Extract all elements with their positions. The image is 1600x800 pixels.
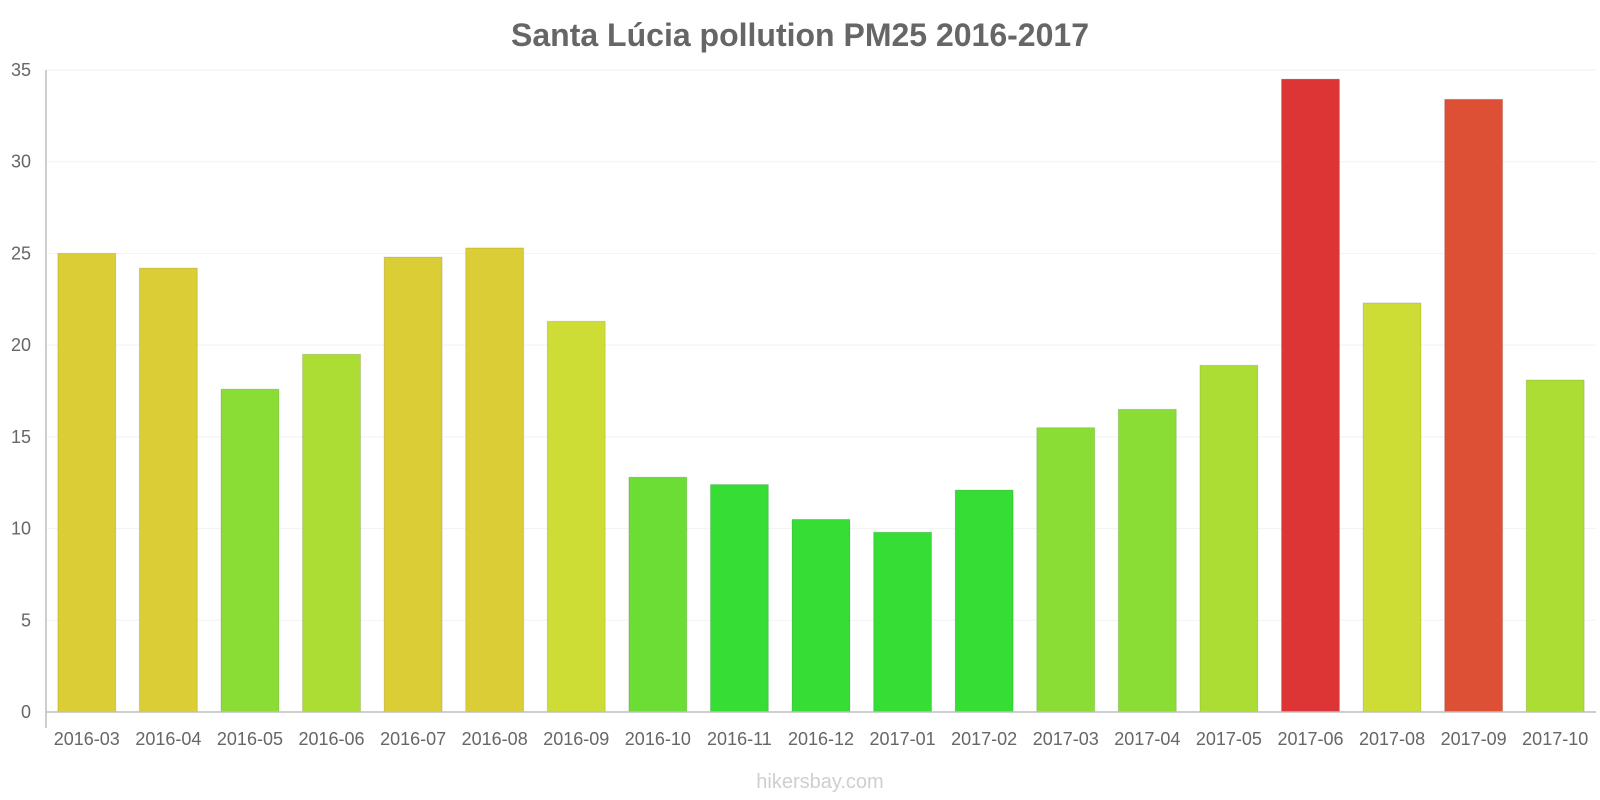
- x-tick-label: 2017-06: [1277, 729, 1343, 749]
- bar-2017-05: [1199, 364, 1259, 713]
- x-tick-label: 2017-09: [1441, 729, 1507, 749]
- bar-2016-05: [220, 388, 280, 713]
- bar-2017-08: [1362, 302, 1422, 713]
- y-tick-label: 20: [11, 335, 31, 355]
- x-tick-label: 2017-05: [1196, 729, 1262, 749]
- watermark: hikersbay.com: [756, 771, 883, 793]
- x-tick-label: 2016-08: [462, 729, 528, 749]
- x-tick-label: 2017-01: [870, 729, 936, 749]
- bar-2017-06: [1281, 78, 1340, 713]
- x-tick-label: 2016-09: [543, 729, 609, 749]
- y-tick-label: 30: [11, 152, 31, 172]
- x-tick-label: 2017-04: [1114, 729, 1180, 749]
- bar-2017-09: [1444, 98, 1504, 713]
- bar-2017-10: [1525, 379, 1585, 713]
- x-tick-label: 2017-10: [1522, 729, 1588, 749]
- bar-2016-10: [628, 476, 688, 713]
- bar-2016-08: [465, 247, 525, 713]
- bar-2016-07: [383, 256, 443, 713]
- x-axis-ticks: 2016-03 2016-04 2016-05 2016-06 2016-07 2016-…: [54, 729, 1588, 749]
- x-tick-label: 2016-11: [707, 729, 772, 749]
- bar-2017-02: [954, 489, 1014, 713]
- y-axis-ticks: 0 5 10 15 20 25 30 35: [11, 60, 31, 722]
- bar-2016-09: [546, 320, 606, 713]
- bars: [57, 78, 1585, 713]
- bar-2016-04: [138, 267, 198, 713]
- x-tick-label: 2016-05: [217, 729, 283, 749]
- y-tick-label: 5: [21, 610, 31, 630]
- y-tick-label: 35: [11, 60, 31, 80]
- bar-2016-11: [709, 484, 769, 713]
- x-tick-label: 2016-07: [380, 729, 446, 749]
- bar-2016-12: [791, 518, 851, 713]
- y-tick-label: 0: [21, 702, 31, 722]
- bar-2017-04: [1117, 408, 1177, 713]
- x-tick-label: 2016-06: [298, 729, 364, 749]
- bar-2017-01: [873, 531, 933, 713]
- chart-title: Santa Lúcia pollution PM25 2016-2017: [511, 17, 1089, 53]
- x-tick-label: 2016-03: [54, 729, 120, 749]
- y-tick-label: 10: [11, 519, 31, 539]
- y-tick-label: 15: [11, 427, 31, 447]
- bar-2017-03: [1036, 427, 1096, 713]
- x-tick-label: 2017-08: [1359, 729, 1425, 749]
- x-tick-label: 2016-10: [625, 729, 691, 749]
- y-tick-label: 25: [11, 243, 31, 263]
- x-tick-label: 2017-02: [951, 729, 1017, 749]
- bar-2016-03: [57, 252, 117, 713]
- x-tick-label: 2016-04: [135, 729, 201, 749]
- bar-2016-06: [302, 353, 361, 713]
- x-tick-label: 2016-12: [788, 729, 854, 749]
- x-tick-label: 2017-03: [1033, 729, 1099, 749]
